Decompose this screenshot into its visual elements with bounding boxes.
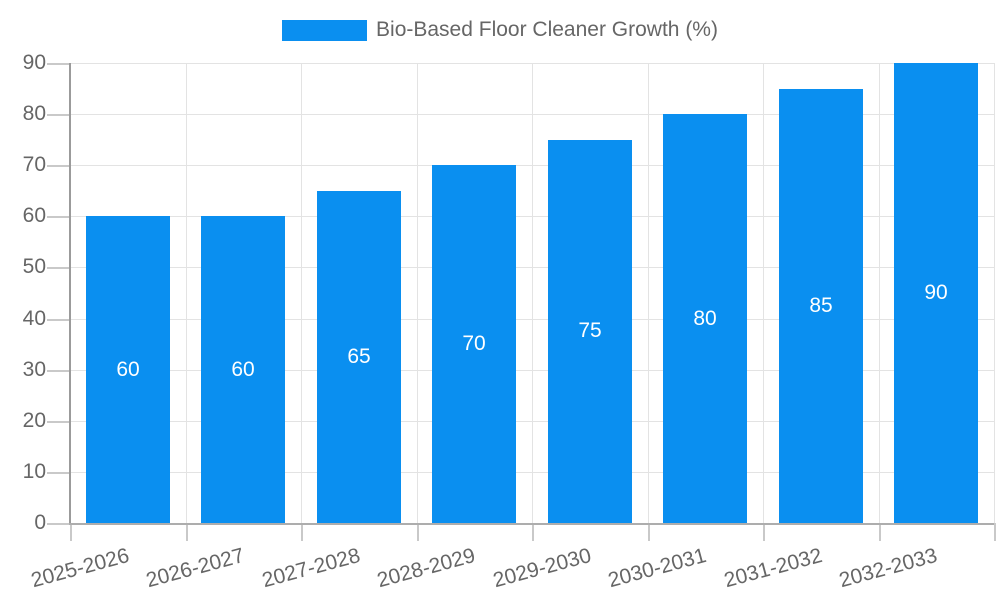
x-tick-label: 2027-2028 [259, 543, 363, 593]
y-axis-tick [47, 472, 70, 474]
v-gridline [186, 63, 187, 523]
y-tick-label: 80 [22, 102, 46, 125]
chart-legend: Bio-Based Floor Cleaner Growth (%) [0, 18, 1000, 42]
y-tick-label: 90 [22, 51, 46, 74]
bar-value-label: 70 [462, 332, 486, 355]
bar-value-label: 90 [924, 281, 948, 304]
y-axis-tick [47, 267, 70, 269]
bar-value-label: 75 [578, 319, 602, 342]
bar [548, 140, 632, 523]
v-gridline [994, 63, 995, 523]
bar [894, 63, 978, 523]
legend-swatch [282, 19, 368, 41]
bar [86, 216, 170, 523]
y-axis-tick [47, 114, 70, 116]
y-axis-tick [47, 319, 70, 321]
bar [317, 191, 401, 523]
y-tick-label: 60 [22, 204, 46, 227]
y-axis-tick [47, 370, 70, 372]
y-axis-tick [47, 421, 70, 423]
bar [663, 114, 747, 523]
v-gridline [763, 63, 764, 523]
bar [201, 216, 285, 523]
y-tick-label: 50 [22, 255, 46, 278]
legend-item[interactable]: Bio-Based Floor Cleaner Growth (%) [282, 18, 718, 42]
y-axis-tick [47, 216, 70, 218]
bar-value-label: 85 [809, 294, 833, 317]
x-tick-label: 2026-2027 [143, 543, 247, 593]
y-tick-label: 70 [22, 153, 46, 176]
y-tick-label: 40 [22, 307, 46, 330]
x-axis-tick [879, 523, 881, 541]
y-axis-tick [47, 165, 70, 167]
y-tick-label: 0 [34, 511, 46, 534]
x-axis-tick [70, 523, 72, 541]
y-axis-line [69, 63, 71, 523]
x-tick-label: 2032-2033 [836, 543, 940, 593]
x-axis-tick [301, 523, 303, 541]
v-gridline [301, 63, 302, 523]
bar-value-label: 60 [231, 358, 255, 381]
x-tick-label: 2025-2026 [28, 543, 132, 593]
y-tick-label: 20 [22, 409, 46, 432]
x-tick-label: 2030-2031 [605, 543, 709, 593]
x-axis-tick [763, 523, 765, 541]
x-axis-tick [532, 523, 534, 541]
v-gridline [648, 63, 649, 523]
legend-label: Bio-Based Floor Cleaner Growth (%) [376, 18, 718, 41]
y-axis-tick [47, 63, 70, 65]
v-gridline [879, 63, 880, 523]
y-tick-label: 10 [22, 460, 46, 483]
x-axis-tick [186, 523, 188, 541]
x-axis-line [69, 523, 994, 525]
v-gridline [532, 63, 533, 523]
bar [432, 165, 516, 523]
x-tick-label: 2028-2029 [374, 543, 478, 593]
bar [779, 89, 863, 523]
bar-value-label: 80 [693, 307, 717, 330]
bar-value-label: 65 [347, 345, 371, 368]
y-axis-tick [47, 523, 70, 525]
x-tick-label: 2029-2030 [490, 543, 594, 593]
x-axis-tick [417, 523, 419, 541]
x-axis-tick [648, 523, 650, 541]
y-tick-label: 30 [22, 358, 46, 381]
x-tick-label: 2031-2032 [721, 543, 825, 593]
bar-value-label: 60 [116, 358, 140, 381]
x-axis-tick [994, 523, 996, 541]
v-gridline [417, 63, 418, 523]
